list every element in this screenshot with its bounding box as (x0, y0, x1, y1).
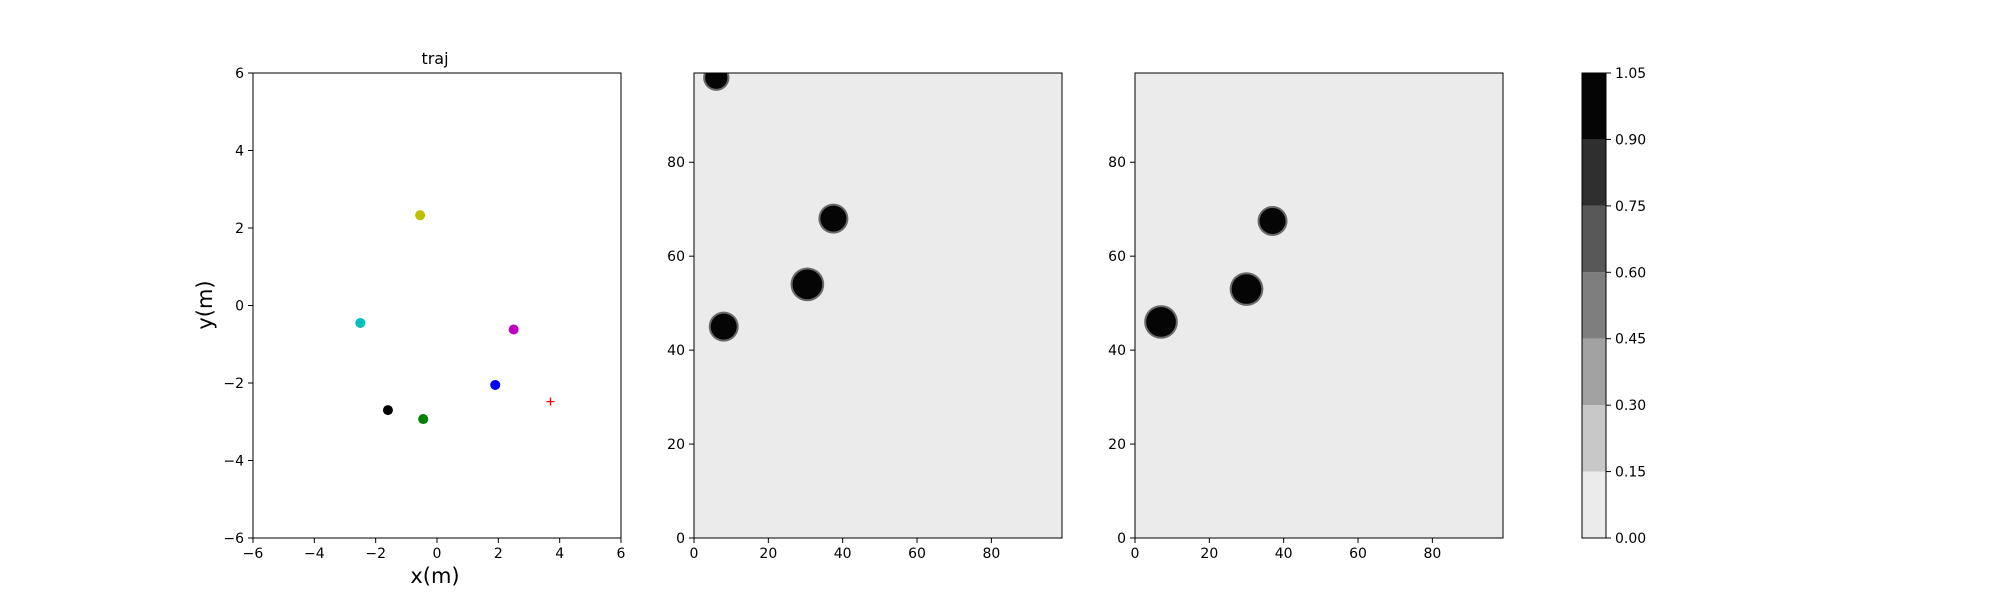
x-tick-label: 2 (494, 546, 503, 562)
x-tick-label: 80 (1423, 546, 1441, 562)
y-tick-label: 6 (235, 66, 244, 82)
x-tick-label: 80 (982, 546, 1000, 562)
colorbar: 0.00 0.15 0.30 0.45 0.60 0.75 0.90 1.05 (1581, 66, 1646, 547)
x-tick-label: −6 (243, 546, 264, 562)
agent-point (355, 317, 366, 328)
x-tick-label: 60 (1349, 546, 1367, 562)
colorbar-tick-label: 1.05 (1615, 66, 1646, 82)
colorbar-tick-label: 0.30 (1615, 398, 1646, 414)
map-background (694, 73, 1062, 538)
colorbar-tick-label: 0.15 (1615, 465, 1646, 481)
x-tick-label: 0 (433, 546, 442, 562)
colorbar-band (1582, 205, 1606, 273)
trajectory-plot-title: traj (421, 49, 448, 68)
colorbar-tick-label: 0.45 (1615, 332, 1646, 348)
obstacle-blob (710, 313, 737, 340)
y-tick-label: −6 (223, 531, 244, 547)
x-tick-label: −4 (304, 546, 325, 562)
x-tick-label: 40 (1275, 546, 1293, 562)
x-tick-label: 4 (555, 546, 564, 562)
x-tick-label: 20 (759, 546, 777, 562)
colorbar-band (1582, 139, 1606, 206)
x-tick-label: 6 (617, 546, 626, 562)
y-tick-label: 20 (667, 437, 685, 453)
y-tick-label: 60 (667, 249, 685, 265)
colorbar-frame (1581, 72, 1607, 539)
x-tick-label: 0 (690, 546, 699, 562)
y-tick-label: 2 (235, 221, 244, 237)
colorbar-band (1582, 338, 1606, 406)
y-tick-label: 40 (667, 343, 685, 359)
colorbar-band (1582, 471, 1606, 538)
obstacle-blob (1259, 207, 1286, 234)
obstacle-blob (1231, 274, 1262, 304)
obstacle-blob (705, 73, 728, 89)
agent-point (490, 379, 501, 390)
obstacle-blob (792, 269, 823, 300)
axes-frame (252, 72, 622, 539)
map-background (1135, 73, 1503, 538)
colorbar-band (1582, 405, 1606, 472)
x-tick-label: −2 (365, 546, 386, 562)
agent-point (415, 210, 426, 221)
y-tick-label: 4 (235, 144, 244, 160)
x-tick-label: 0 (1131, 546, 1140, 562)
target-marker (546, 397, 555, 406)
obstacle-blob (820, 205, 847, 232)
colorbar-tick-label: 0.90 (1615, 132, 1646, 148)
y-tick-label: −4 (223, 454, 244, 470)
agent-point (508, 324, 519, 335)
occupancy-map-2: 0 20 40 60 80 0 20 40 60 80 (1108, 72, 1504, 562)
occupancy-map-1: 0 20 40 60 80 0 20 40 60 80 (667, 72, 1063, 562)
axes-frame (1134, 72, 1504, 539)
y-tick-label: 0 (1117, 531, 1126, 547)
y-tick-label: 0 (676, 531, 685, 547)
y-tick-label: 60 (1108, 249, 1126, 265)
x-tick-label: 60 (908, 546, 926, 562)
y-tick-label: −2 (223, 376, 244, 392)
axes-frame (693, 72, 1063, 539)
agent-point (418, 414, 429, 425)
colorbar-tick-label: 0.75 (1615, 199, 1646, 215)
y-axis-label: y(m) (193, 280, 217, 329)
y-tick-label: 80 (667, 155, 685, 171)
colorbar-band (1582, 73, 1606, 140)
x-axis-label: x(m) (410, 564, 459, 588)
trajectory-plot: traj x(m) y(m) −6 −4 −2 0 2 4 6 −6 −4 −2 0 2 4 6 (193, 49, 626, 588)
y-tick-label: 20 (1108, 437, 1126, 453)
y-tick-label: 80 (1108, 155, 1126, 171)
obstacle-blob (1146, 307, 1176, 337)
y-tick-label: 0 (235, 299, 244, 315)
y-tick-label: 40 (1108, 343, 1126, 359)
x-tick-label: 40 (834, 546, 852, 562)
colorbar-tick-label: 0.00 (1615, 531, 1646, 547)
x-tick-label: 20 (1200, 546, 1218, 562)
colorbar-band (1582, 272, 1606, 339)
colorbar-tick-label: 0.60 (1615, 265, 1646, 281)
agent-point (382, 405, 393, 416)
